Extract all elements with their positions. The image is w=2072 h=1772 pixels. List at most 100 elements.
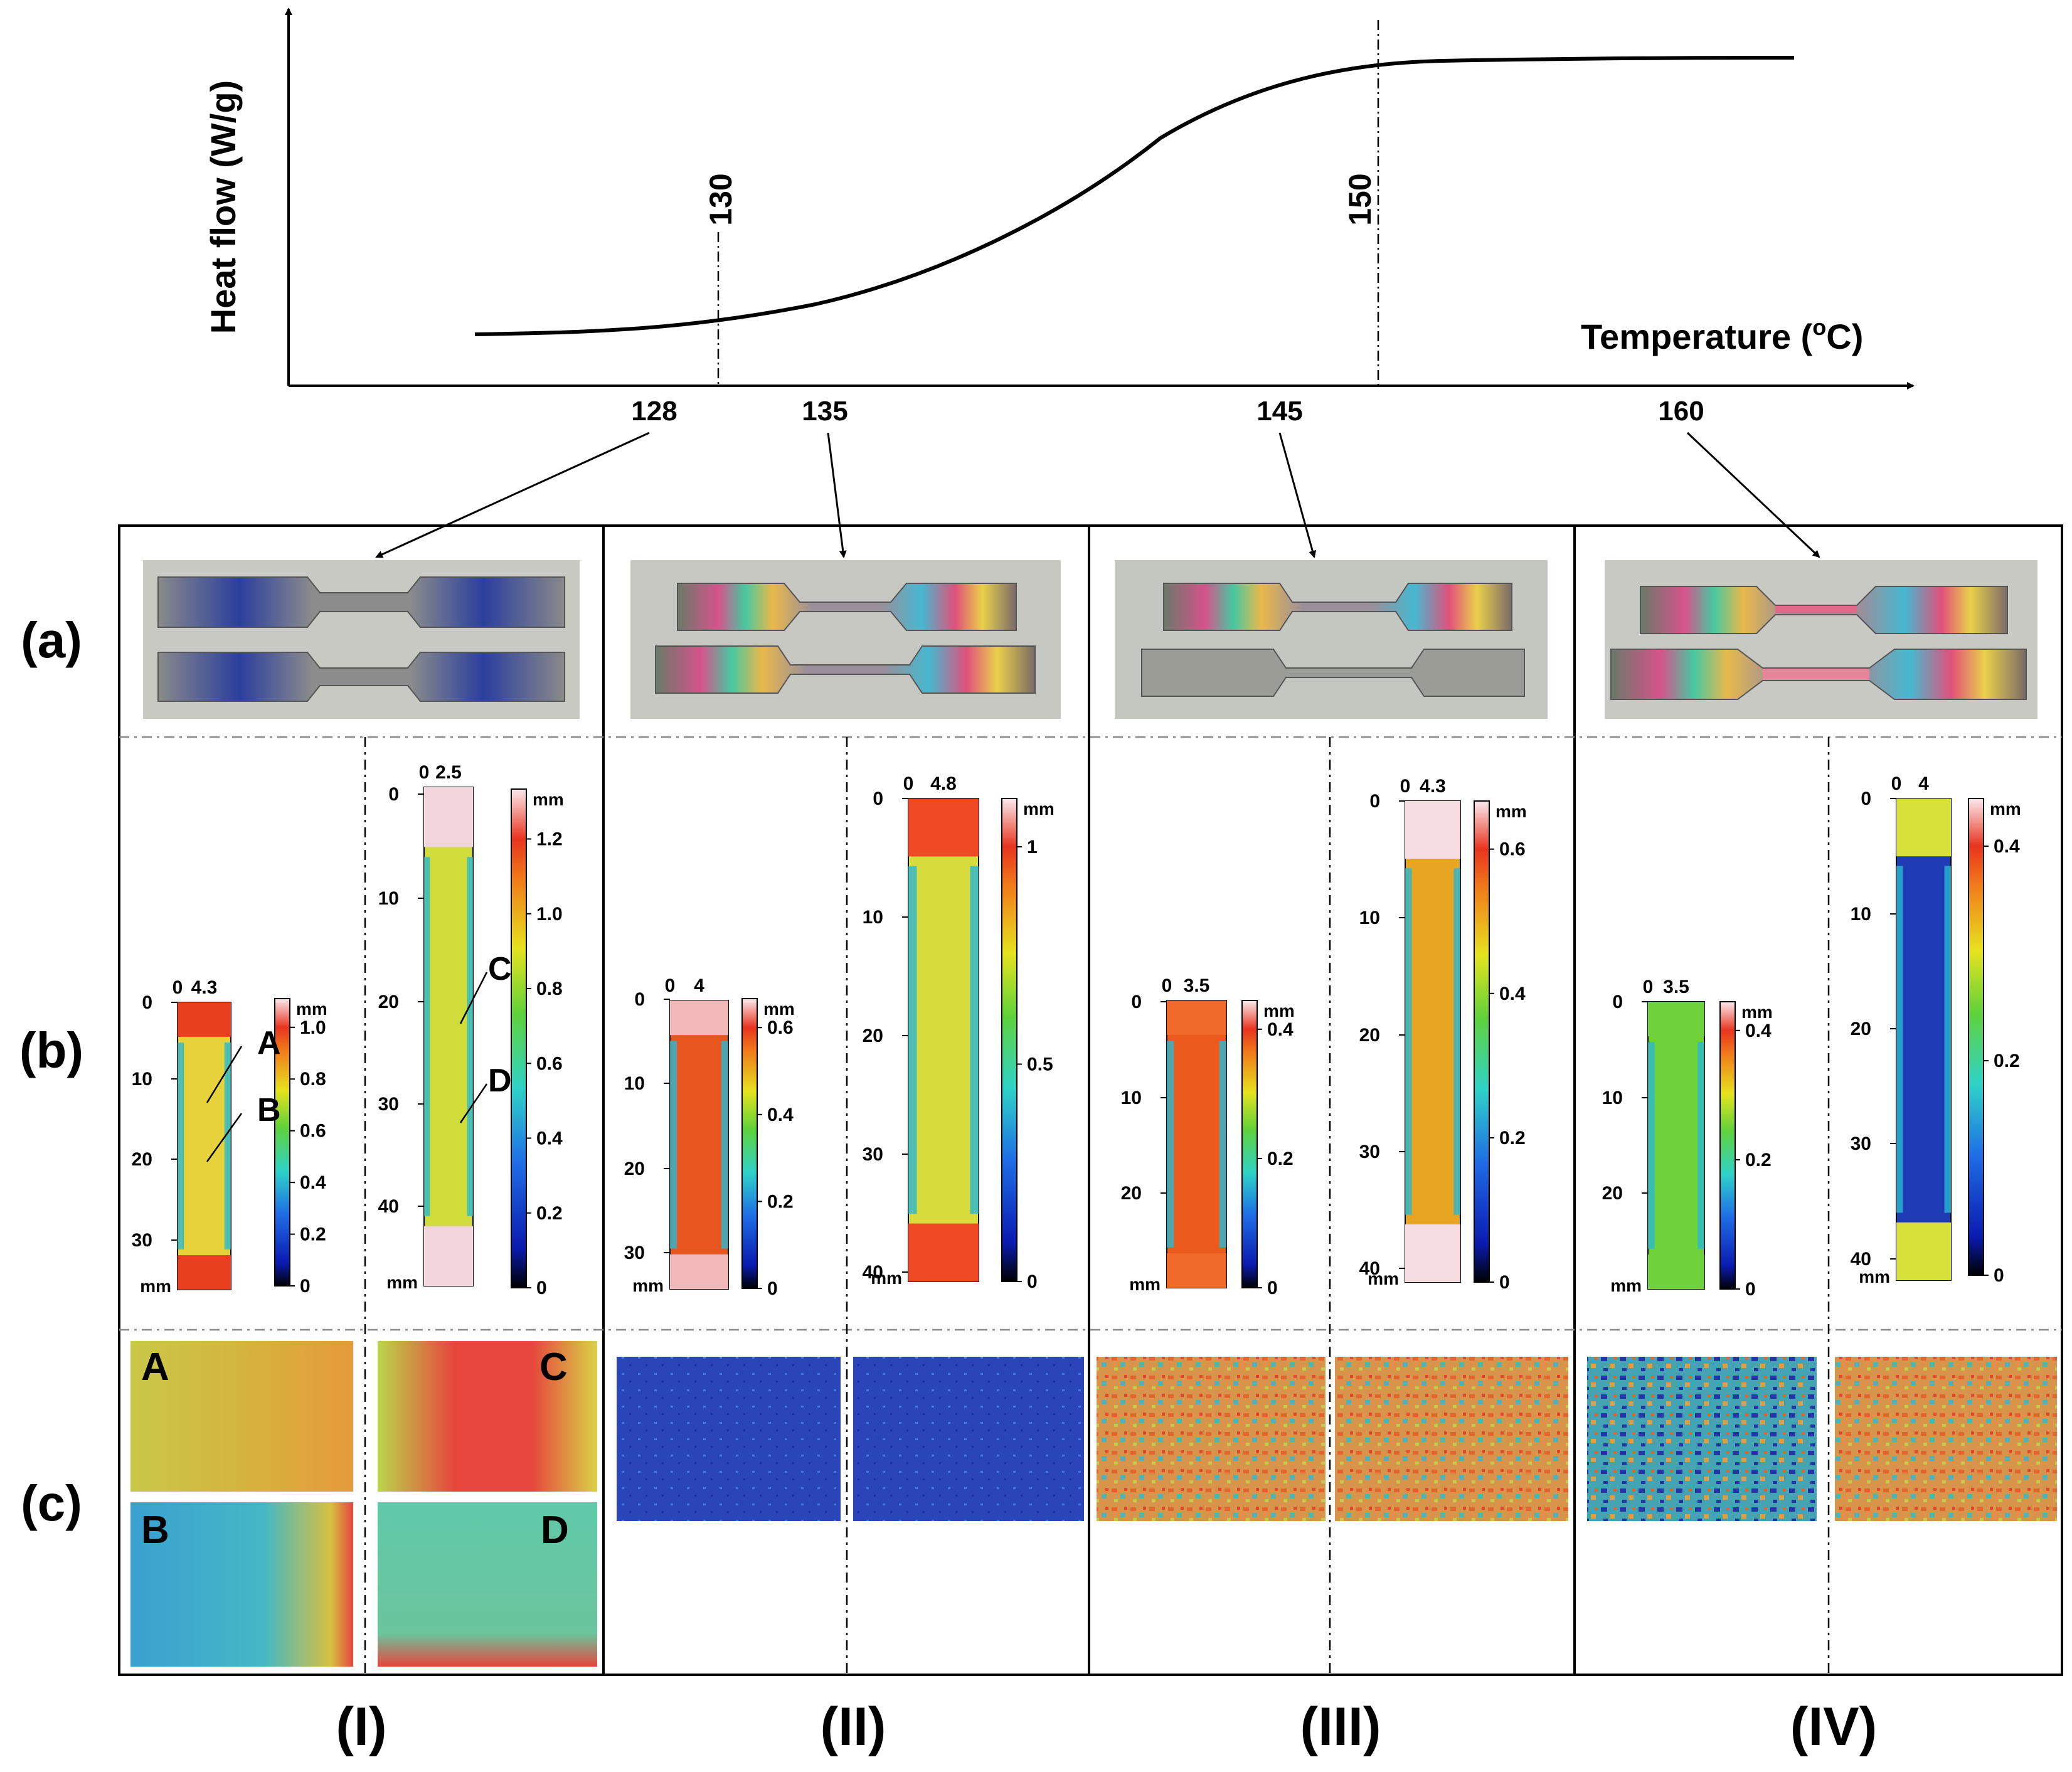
contour-edge-left xyxy=(670,1041,677,1249)
x-tick-label: 2.5 xyxy=(435,762,462,783)
colorbar-tick-label: 0.6 xyxy=(767,1017,794,1038)
colorbar-tick-label: 0.5 xyxy=(1027,1054,1053,1075)
y-tick-label: 30 xyxy=(378,1094,399,1115)
point-label-D: D xyxy=(488,1063,512,1099)
colorbar-tick-label: 0.4 xyxy=(1499,984,1526,1004)
specimen-I-top xyxy=(157,576,565,628)
tick-135: 135 xyxy=(802,396,847,427)
texture-III-right xyxy=(1335,1357,1568,1521)
colorbar-unit: mm xyxy=(1496,802,1527,821)
dsc-x-label: Temperature (oC) xyxy=(1581,314,1863,356)
texture-label-A: A xyxy=(141,1345,169,1389)
contour-edge-left xyxy=(178,1043,184,1249)
x-tick-label: 4.3 xyxy=(1420,776,1446,797)
texture-C xyxy=(378,1341,597,1492)
contour-end-top xyxy=(1648,1002,1704,1036)
colorbar-tick-label: 0.2 xyxy=(1499,1128,1526,1149)
colorbar-tick-label: 0.2 xyxy=(300,1224,326,1245)
colorbar xyxy=(741,998,758,1289)
colorbar xyxy=(511,788,527,1288)
y-tick-label: 30 xyxy=(624,1243,645,1263)
arrow-160 xyxy=(1686,432,1820,558)
texture-images: A C B D xyxy=(130,1341,2057,1667)
colorbar xyxy=(274,998,290,1287)
colorbar-tick-label: 1.2 xyxy=(536,829,563,850)
colorbar-unit: mm xyxy=(763,999,795,1019)
row-label-a: (a) xyxy=(21,612,82,668)
contour-end-top xyxy=(1405,801,1460,859)
specimen-III-bottom xyxy=(1141,649,1525,697)
contour-end-bottom xyxy=(670,1254,728,1289)
axis-unit: mm xyxy=(140,1276,171,1296)
specimen-II-top xyxy=(677,583,1017,631)
contour-edge-left xyxy=(1167,1041,1174,1248)
arrow-135 xyxy=(827,432,847,558)
contour-field xyxy=(1896,798,1952,1281)
contour-field xyxy=(1166,1000,1227,1288)
column-label-I: (I) xyxy=(336,1697,386,1757)
colorbar-unit: mm xyxy=(1990,799,2021,819)
contour-edge-right xyxy=(1944,866,1951,1213)
arrow-145 xyxy=(1278,432,1317,558)
contour-edge-right xyxy=(1453,868,1460,1215)
specimen-III-top xyxy=(1163,583,1512,631)
colorbar xyxy=(1474,800,1490,1283)
colorbar-tick-label: 0.4 xyxy=(536,1128,563,1149)
colorbar-unit: mm xyxy=(1263,1001,1295,1021)
texture-B xyxy=(130,1502,353,1667)
contour-edge-right xyxy=(1219,1041,1226,1248)
column-label-IV: (IV) xyxy=(1790,1697,1878,1757)
contour-end-top xyxy=(670,1000,728,1036)
axis-unit: mm xyxy=(386,1273,418,1292)
colorbar-tick-label: 0.8 xyxy=(536,979,563,999)
colorbar-tick-label: 0.2 xyxy=(1267,1149,1294,1169)
point-label-C: C xyxy=(488,951,512,987)
contour-end-top xyxy=(1167,1000,1226,1035)
texture-II-left xyxy=(617,1357,841,1521)
colorbar-tick-label: 0.4 xyxy=(1994,836,2020,857)
contour-end-top xyxy=(1896,798,1951,857)
y-tick-label: 0 xyxy=(142,992,152,1013)
contour-end-top xyxy=(424,787,473,847)
tick-128: 128 xyxy=(631,396,677,427)
colorbar-tick-label: 0.2 xyxy=(767,1191,794,1212)
specimen-II-bottom xyxy=(655,645,1036,694)
leader-A xyxy=(206,1046,243,1103)
x-tick-label: 0 xyxy=(665,975,676,996)
contour-field xyxy=(423,787,474,1287)
leader-C xyxy=(459,972,488,1024)
x-tick-label: 4 xyxy=(694,975,704,996)
contour-edge-left xyxy=(908,866,917,1214)
contour-edge-left xyxy=(424,857,430,1216)
colorbar-tick-label: 0.6 xyxy=(536,1053,563,1074)
y-tick-label: 0 xyxy=(873,788,883,809)
contour-end-bottom xyxy=(1896,1222,1951,1280)
y-tick-label: 20 xyxy=(378,992,399,1012)
texture-III-left xyxy=(1097,1357,1326,1521)
y-tick-label: 40 xyxy=(863,1262,883,1283)
arrow-128 xyxy=(375,432,650,558)
colorbar-tick-label: 1.0 xyxy=(536,904,563,925)
y-tick-label: 20 xyxy=(1602,1183,1623,1204)
y-tick-label: 10 xyxy=(863,907,883,928)
y-tick-label: 10 xyxy=(624,1073,645,1094)
tick-160: 160 xyxy=(1658,396,1704,427)
y-tick-label: 40 xyxy=(1359,1258,1380,1279)
x-tick-label: 3.5 xyxy=(1663,977,1689,997)
colorbar-tick-label: 0 xyxy=(1745,1279,1756,1300)
contour-edge-right xyxy=(721,1041,728,1249)
column-label-III: (III) xyxy=(1300,1697,1381,1757)
texture-II-right xyxy=(853,1357,1084,1521)
y-tick-label: 20 xyxy=(863,1026,883,1046)
y-tick-label: 0 xyxy=(1612,992,1623,1012)
panel-frame xyxy=(118,524,2063,1676)
y-tick-label: 0 xyxy=(634,989,645,1010)
colorbar-tick-label: 0.2 xyxy=(536,1203,563,1224)
